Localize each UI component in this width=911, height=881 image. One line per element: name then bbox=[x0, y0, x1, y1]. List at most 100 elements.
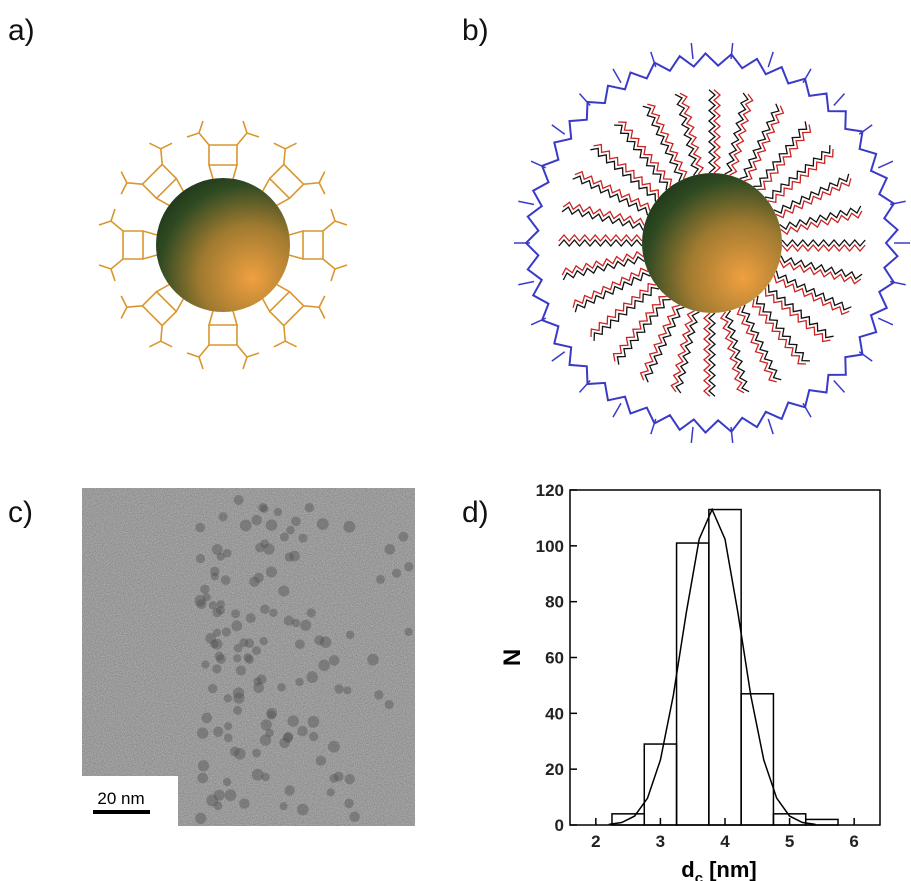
ligand bbox=[263, 143, 325, 205]
illustrations bbox=[99, 43, 910, 443]
alkyl-chain bbox=[559, 235, 642, 241]
tem-particle bbox=[334, 772, 344, 782]
ligand bbox=[263, 285, 325, 347]
tem-particle bbox=[258, 503, 267, 512]
tem-particle bbox=[239, 798, 249, 808]
polymer-branch bbox=[834, 94, 845, 106]
panel-label: d) bbox=[462, 496, 489, 529]
y-tick-label: 0 bbox=[555, 816, 564, 835]
tem-particle bbox=[300, 620, 311, 631]
tem-particle bbox=[223, 778, 231, 786]
alkyl-chain bbox=[594, 145, 659, 198]
tem-particle bbox=[349, 812, 360, 823]
tem-particle bbox=[317, 518, 329, 530]
y-tick-label: 120 bbox=[536, 481, 564, 500]
polymer-branch bbox=[878, 161, 893, 168]
tem-particle bbox=[253, 682, 264, 693]
x-tick-label: 5 bbox=[785, 832, 794, 851]
tem-particle bbox=[213, 727, 223, 737]
tem-particle bbox=[233, 654, 241, 662]
alkyl-chain bbox=[721, 312, 744, 393]
alkyl-chain bbox=[643, 106, 682, 181]
tem-particle bbox=[251, 515, 262, 526]
bar bbox=[709, 510, 741, 825]
tem-particle bbox=[298, 534, 307, 543]
tem-particle bbox=[266, 566, 277, 577]
alkyl-chain bbox=[780, 261, 861, 284]
tem-particle bbox=[308, 716, 320, 728]
polymer-branch bbox=[859, 352, 872, 361]
tem-particle bbox=[198, 760, 209, 771]
tem-particle bbox=[306, 671, 318, 683]
tem-particle bbox=[252, 646, 261, 655]
polymer-branch bbox=[768, 52, 773, 67]
alkyl-chain bbox=[563, 257, 644, 280]
tem-particle bbox=[307, 608, 316, 617]
tem-particle bbox=[200, 585, 209, 594]
tem-particle bbox=[297, 804, 309, 816]
tem-particle bbox=[376, 575, 385, 584]
tem-particle bbox=[277, 683, 286, 692]
y-axis-label: N bbox=[499, 649, 526, 666]
x-axis-label-part: d bbox=[681, 857, 694, 881]
alkyl-chain bbox=[591, 284, 656, 337]
tem-particle bbox=[195, 595, 206, 606]
tem-particle bbox=[367, 654, 379, 666]
tem-particle bbox=[230, 747, 240, 757]
x-tick-label: 4 bbox=[720, 832, 730, 851]
polymer-branch bbox=[580, 94, 591, 106]
alkyl-chain bbox=[730, 94, 753, 175]
tem-particle bbox=[225, 789, 237, 801]
x-axis-label-part: c bbox=[695, 870, 703, 881]
polymer-branch bbox=[552, 352, 565, 361]
nanoparticle bbox=[642, 173, 782, 313]
tem-particle bbox=[222, 627, 231, 636]
alkyl-chain bbox=[618, 122, 671, 187]
alkyl-chain bbox=[768, 149, 833, 202]
tem-particle bbox=[255, 543, 264, 552]
tem-particle bbox=[274, 508, 282, 516]
polymer-branch bbox=[878, 318, 893, 325]
bar bbox=[741, 694, 773, 825]
tem-particle bbox=[291, 517, 301, 527]
tem-particle bbox=[245, 638, 255, 648]
alkyl-chain bbox=[753, 121, 806, 186]
tem-particle bbox=[261, 773, 269, 781]
tem-particle bbox=[318, 660, 330, 672]
tem-particle bbox=[234, 644, 243, 653]
alkyl-chain bbox=[740, 104, 779, 179]
figure: a) b) c) d) 20 nm 02040608010012023456Nd… bbox=[0, 0, 911, 881]
polymer-branch bbox=[859, 125, 872, 134]
histogram-chart: 02040608010012023456Ndc[nm] bbox=[499, 481, 880, 881]
tem-particle bbox=[215, 652, 224, 661]
polymer-branch bbox=[768, 419, 773, 434]
panel-label: b) bbox=[462, 14, 489, 47]
tem-particle bbox=[233, 687, 244, 698]
tem-particle bbox=[231, 609, 240, 618]
tem-particle bbox=[284, 785, 294, 795]
polymer-branch bbox=[803, 69, 811, 83]
tem-particle bbox=[374, 690, 383, 699]
alkyl-chain bbox=[781, 211, 862, 234]
tem-particle bbox=[280, 533, 289, 542]
alkyl-chain bbox=[575, 273, 650, 312]
tem-particle bbox=[197, 773, 208, 784]
tem-particle bbox=[289, 551, 300, 562]
alkyl-chain bbox=[757, 125, 810, 190]
tem-particle bbox=[283, 732, 293, 742]
polymer-branch bbox=[518, 201, 534, 204]
alkyl-chain bbox=[704, 313, 710, 396]
panel-label: c) bbox=[8, 496, 33, 529]
tem-particle bbox=[292, 619, 300, 627]
polymer-branch bbox=[613, 69, 621, 83]
alkyl-chain bbox=[614, 297, 667, 362]
tem-particle bbox=[260, 734, 271, 745]
tem-particle bbox=[280, 802, 288, 810]
tem-particle bbox=[202, 713, 213, 724]
tem-particle bbox=[286, 526, 295, 535]
tem-particle bbox=[316, 756, 326, 766]
polymer-branch bbox=[580, 380, 591, 392]
tem-particle bbox=[334, 684, 343, 693]
tem-particle bbox=[208, 684, 217, 693]
alkyl-chain bbox=[680, 93, 703, 174]
